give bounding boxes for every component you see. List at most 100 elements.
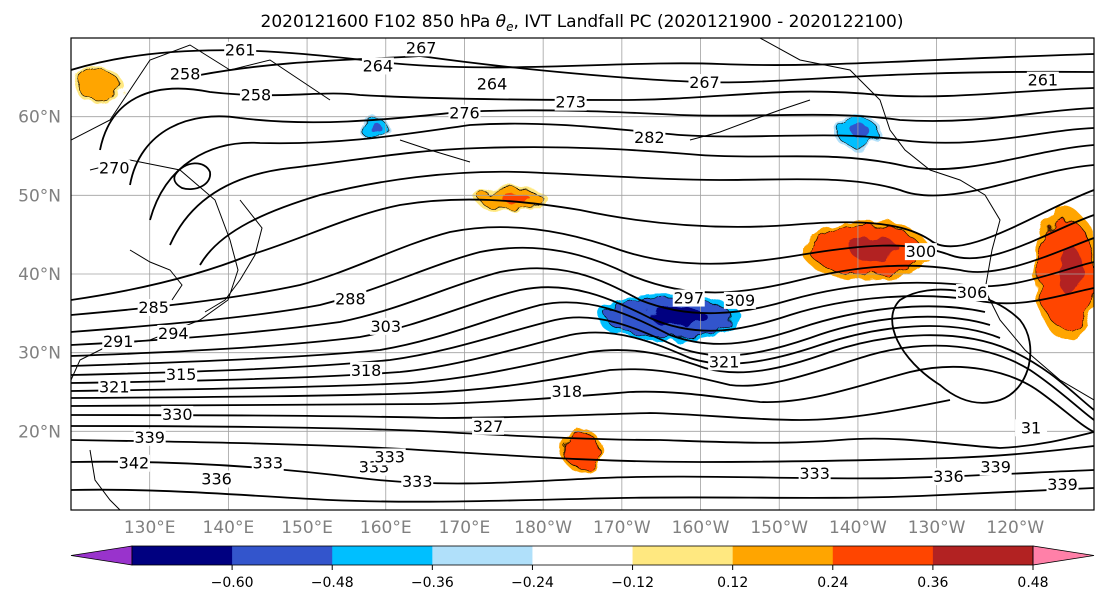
- colorbar-tick-label: −0.48: [311, 575, 354, 591]
- colorbar-tick-label: −0.36: [411, 575, 454, 591]
- contour-label-bg: [157, 324, 190, 342]
- contour-label-bg: [369, 317, 402, 335]
- contour-label: 333: [374, 447, 405, 466]
- contour-label-bg: [239, 86, 272, 104]
- x-tick-label: 140°W: [829, 518, 887, 538]
- title-subscript: e: [506, 20, 513, 34]
- contour-label-bg: [1026, 71, 1059, 89]
- shade-core: [851, 125, 871, 139]
- contour-label: 336: [201, 469, 232, 488]
- y-tick-label: 50°N: [18, 186, 61, 206]
- contour-label-bg: [904, 243, 937, 261]
- x-tick-label: 130°E: [124, 518, 176, 538]
- x-tick-label: 130°W: [908, 518, 966, 538]
- contour-label: 342: [119, 454, 150, 473]
- contour-label: 315: [166, 365, 197, 384]
- contour-label: 336: [933, 467, 964, 486]
- contour-306: [71, 325, 1001, 384]
- x-tick-label: 140°E: [203, 518, 255, 538]
- contour-label-bg: [472, 417, 505, 435]
- shade-core: [1058, 246, 1083, 297]
- colorbar: −0.60 −0.48 −0.36 −0.24 −0.12 0.12 0.24 0.36 0.4…: [70, 545, 1095, 591]
- contour-label-bg: [554, 93, 587, 111]
- title-theta: θ: [496, 12, 507, 32]
- contour-label-bg: [932, 468, 965, 486]
- contour-label: 31: [1021, 418, 1041, 437]
- title-prefix: 2020121600 F102 850 hPa: [261, 12, 496, 32]
- alaska-coastline: [759, 38, 1094, 401]
- colorbar-segment: [232, 546, 333, 565]
- y-tick-label: 30°N: [18, 344, 61, 364]
- colorbar-tick-label: 0.12: [717, 575, 748, 591]
- contour-label-bg: [672, 289, 705, 307]
- contour-label-bg: [137, 298, 170, 316]
- contour-285: [71, 189, 1094, 301]
- contour-label: 276: [449, 104, 480, 123]
- title-suffix: , IVT Landfall PC (2020121900 - 20201221…: [513, 12, 903, 32]
- shade-core: [92, 77, 111, 92]
- contour-label-bg: [117, 454, 150, 472]
- contour-label: 258: [170, 64, 201, 83]
- colorbar-segment: [432, 546, 533, 565]
- contour-label-bg: [165, 365, 198, 383]
- contour-label: 327: [473, 417, 504, 436]
- contour-label: 333: [799, 464, 830, 483]
- contour-321: [71, 425, 1094, 449]
- x-tick-label: 160°E: [360, 518, 412, 538]
- contour-label-bg: [161, 405, 194, 423]
- contour-label: 303: [370, 317, 401, 336]
- contour-label: 285: [138, 298, 169, 317]
- x-tick-label: 120°W: [986, 518, 1044, 538]
- x-tick-label: 170°E: [439, 518, 491, 538]
- contour-label-bg: [956, 284, 989, 302]
- contour-label: 270: [99, 159, 130, 178]
- colorbar-segment: [332, 546, 433, 565]
- contour-label-bg: [350, 361, 383, 379]
- contour-label-bg: [688, 73, 721, 91]
- contour-label-bg: [550, 383, 583, 401]
- contour-label: 306: [957, 283, 988, 302]
- colorbar-frame: [131, 545, 1034, 566]
- contour-label: 267: [689, 73, 720, 92]
- contour-300: [71, 301, 986, 367]
- y-tick-label: 60°N: [18, 108, 61, 128]
- contour-label-bg: [405, 39, 438, 57]
- contour-label-bg: [200, 470, 233, 488]
- contour-267: [199, 55, 1094, 84]
- contour-label: 261: [1028, 71, 1059, 90]
- contour-label: 330: [162, 405, 193, 424]
- contour-label-bg: [723, 291, 756, 309]
- colorbar-segment: [532, 546, 634, 565]
- contour-318: [71, 399, 951, 421]
- x-tick-label: 180°W: [514, 518, 572, 538]
- contour-label-bg: [373, 448, 406, 466]
- shade-core: [577, 441, 593, 459]
- contour-label-bg: [798, 464, 831, 482]
- contour-label: 321: [99, 377, 130, 396]
- shaded-region-negative-bering: [359, 115, 389, 142]
- contour-270: [99, 87, 1094, 151]
- contour-303: [71, 315, 991, 376]
- contour-309: [71, 334, 1094, 411]
- colorbar-segment: [832, 546, 934, 565]
- colorbar-tick-label: −0.24: [511, 575, 554, 591]
- contour-label-bg: [401, 472, 434, 490]
- contour-label: 288: [335, 289, 366, 308]
- contour-288: [71, 214, 1094, 316]
- aleutian-islands: [399, 99, 811, 163]
- shaded-region-positive-tropical: [562, 429, 603, 473]
- asia-coastline: [71, 44, 331, 510]
- contour-label: 282: [634, 128, 665, 147]
- contour-label-bg: [979, 458, 1012, 476]
- contour-label: 297: [673, 289, 704, 308]
- contour-label: 321: [709, 352, 740, 371]
- colorbar-tick-label: −0.60: [211, 575, 254, 591]
- contour-label-bg: [98, 378, 131, 396]
- colorbar-extend-min: [70, 545, 133, 566]
- contour-label: 264: [363, 56, 394, 75]
- contour-label-bg: [1015, 419, 1048, 437]
- contour-label: 333: [402, 472, 433, 491]
- contour-label: 300: [906, 242, 937, 261]
